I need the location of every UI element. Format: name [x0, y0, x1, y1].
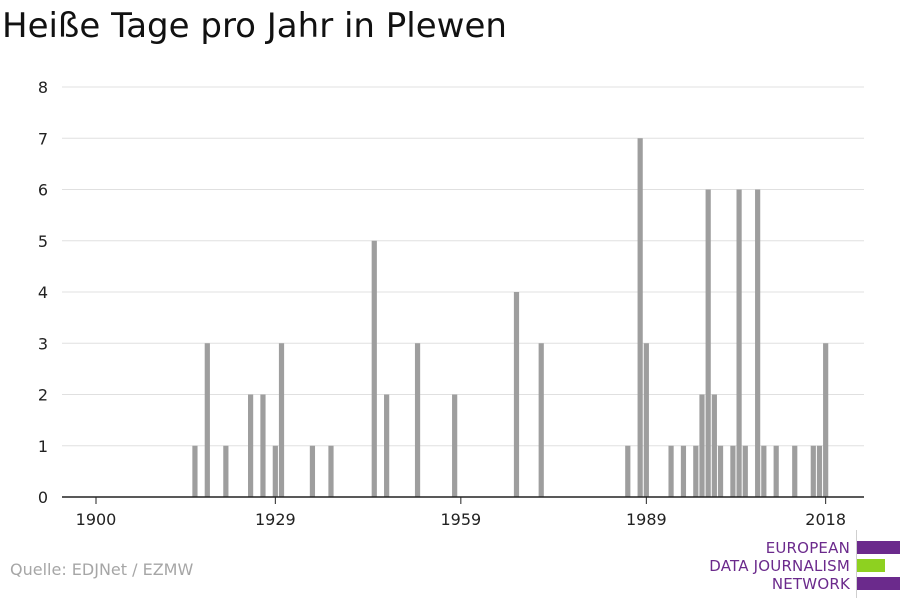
bar-1947	[384, 394, 390, 497]
bar-1988	[637, 138, 643, 497]
bar-1993	[668, 445, 674, 497]
y-tick-label: 8	[38, 78, 48, 97]
bar-1986	[625, 445, 631, 497]
source-note: Quelle: EDJNet / EZMW	[10, 560, 194, 579]
bar-2017	[816, 445, 823, 497]
bar-1927	[260, 394, 266, 497]
bar-2005	[742, 445, 748, 497]
logo-text-data-journalism: DATA JOURNALISM	[709, 557, 850, 575]
logo-divider	[856, 530, 857, 598]
bar-1972	[538, 343, 544, 497]
x-tick-label: 1929	[255, 510, 296, 529]
logo-bar-purple-top	[857, 541, 900, 554]
y-tick-label: 1	[38, 437, 48, 456]
y-tick-label: 6	[38, 181, 48, 200]
bar-1999	[705, 189, 711, 497]
bar-1997	[693, 445, 699, 497]
edjnet-logo: EUROPEAN DATA JOURNALISM NETWORK	[700, 530, 900, 598]
y-tick-label: 0	[38, 488, 48, 507]
bars	[192, 138, 829, 497]
bar-1930	[278, 343, 285, 497]
chart-title: Heiße Tage pro Jahr in Plewen	[2, 6, 507, 46]
x-tick-label: 2018	[805, 510, 846, 529]
bar-1945	[371, 240, 377, 497]
y-tick-label: 5	[38, 232, 48, 251]
bar-1916	[192, 445, 198, 497]
y-tick-label: 7	[38, 129, 48, 148]
x-tick-label: 1900	[76, 510, 117, 529]
bar-2001	[717, 445, 724, 497]
bar-1921	[223, 445, 229, 497]
logo-bar-purple-bottom	[857, 577, 900, 590]
bar-1938	[328, 445, 334, 497]
x-tick-label: 1989	[626, 510, 667, 529]
bar-1918	[204, 343, 210, 497]
grid-lines	[62, 86, 864, 447]
bar-2010	[773, 445, 779, 497]
bar-2018	[823, 343, 829, 497]
y-tick-label: 3	[38, 334, 48, 353]
y-axis-tick-labels: 0 1 2 3 4 5 6 7 8	[38, 78, 48, 507]
bar-1925	[248, 394, 254, 497]
bar-1935	[309, 445, 316, 497]
bar-2008	[761, 445, 767, 497]
bar-1998	[699, 394, 705, 497]
bar-1958	[452, 394, 458, 497]
bar-2000	[711, 394, 717, 497]
x-axis-ticks: 1900 1929 1959 1989 2018	[76, 497, 846, 529]
bar-2013	[792, 445, 798, 497]
bar-2003	[730, 445, 736, 497]
bar-1995	[680, 445, 687, 497]
y-tick-label: 4	[38, 283, 48, 302]
x-tick-label: 1959	[440, 510, 481, 529]
bar-chart: 0 1 2 3 4 5 6 7 8 1900 1929 1959 1989 2018	[38, 78, 864, 529]
logo-text-network: NETWORK	[771, 575, 850, 593]
bar-1968	[513, 292, 520, 497]
bar-1952	[414, 343, 421, 497]
logo-text-european: EUROPEAN	[765, 539, 850, 557]
bar-2016	[810, 445, 816, 497]
y-tick-label: 2	[38, 386, 48, 405]
bar-2007	[755, 189, 761, 497]
bar-1929	[272, 445, 278, 497]
bar-1989	[643, 343, 649, 497]
logo-bar-green	[857, 559, 885, 572]
bar-2004	[736, 189, 742, 497]
